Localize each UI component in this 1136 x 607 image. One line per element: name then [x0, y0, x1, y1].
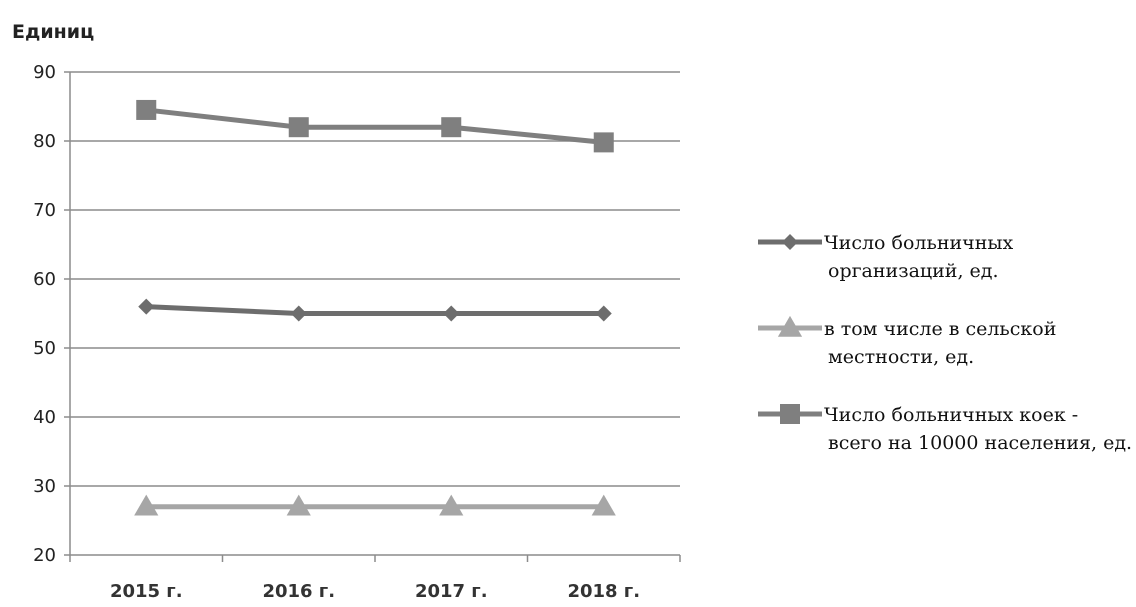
- legend-entry-3: Число больничных коек - всего на 10000 на…: [758, 404, 1132, 454]
- data-point-square: [441, 117, 462, 138]
- data-point-diamond: [290, 305, 307, 322]
- gridlines: [70, 71, 680, 556]
- data-point-triangle: [439, 494, 464, 516]
- data-point-diamond: [782, 234, 798, 250]
- x-tick-label: 2015 г.: [110, 581, 183, 602]
- data-point-square: [780, 404, 800, 424]
- legend-entry-1: Число больничных организаций, ед.: [758, 232, 1014, 282]
- series-line: [146, 304, 604, 316]
- legend-label: в том числе в сельской: [824, 318, 1056, 340]
- legend-label: всего на 10000 населения, ед.: [828, 432, 1132, 454]
- axes: 20 30 40 50 60 70 80 90 2015 г. 2016 г. 2017 г. 201…: [33, 62, 681, 602]
- legend-label: Число больничных: [824, 232, 1014, 254]
- y-tick-label: 30: [33, 476, 56, 497]
- y-tick-label: 90: [33, 62, 56, 83]
- data-point-triangle: [591, 494, 616, 516]
- data-point-square: [136, 99, 157, 120]
- x-tick-label: 2017 г.: [415, 581, 488, 602]
- legend-label: Число больничных коек -: [824, 404, 1078, 426]
- series-3: [136, 99, 614, 153]
- data-point-diamond: [443, 305, 460, 322]
- legend-entry-2: в том числе в сельской местности, ед.: [758, 315, 1056, 368]
- y-tick-label: 70: [33, 200, 56, 221]
- legend: Число больничных организаций, ед. в том чи…: [758, 232, 1132, 454]
- data-point-square: [288, 117, 309, 138]
- y-tick-label: 60: [33, 269, 56, 290]
- legend-label: местности, ед.: [828, 346, 974, 368]
- series-1: [138, 298, 612, 322]
- y-tick-label: 20: [33, 545, 56, 566]
- data-point-square: [593, 132, 614, 153]
- series-2: [134, 494, 616, 516]
- data-point-diamond: [138, 298, 155, 315]
- x-tick-label: 2018 г.: [567, 581, 640, 602]
- x-tick-label: 2016 г.: [262, 581, 335, 602]
- y-tick-label: 50: [33, 338, 56, 359]
- y-axis-label: Единиц: [12, 21, 94, 43]
- legend-label: организаций, ед.: [828, 260, 999, 282]
- data-point-triangle: [134, 494, 159, 516]
- y-tick-label: 80: [33, 131, 56, 152]
- y-tick-label: 40: [33, 407, 56, 428]
- series-line: [145, 107, 604, 145]
- data-point-diamond: [595, 305, 612, 322]
- series: [134, 99, 616, 516]
- data-point-triangle: [777, 315, 803, 337]
- data-point-triangle: [286, 494, 311, 516]
